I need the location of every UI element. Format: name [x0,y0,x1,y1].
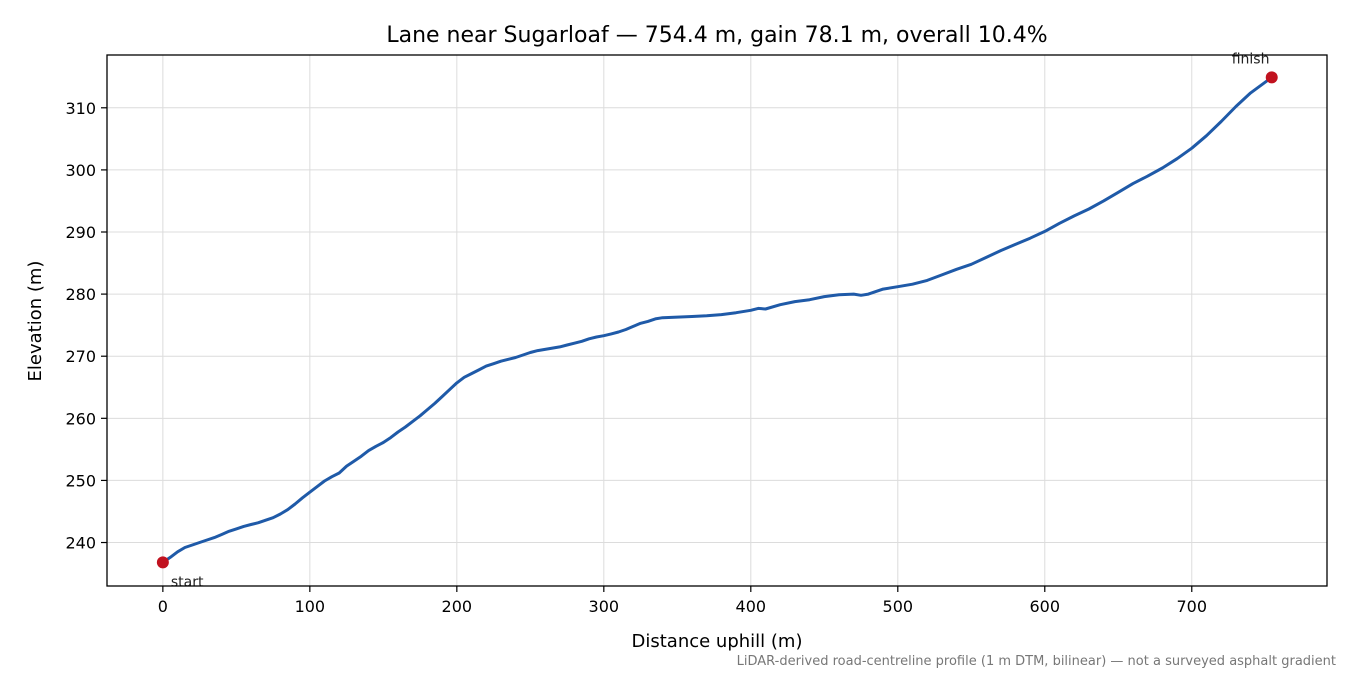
x-tick-label: 100 [295,597,326,616]
elevation-profile-line [161,75,1274,564]
finish-label: finish [1232,51,1270,67]
y-tick-label: 260 [65,409,96,428]
plot-frame [106,54,1328,587]
y-axis-ticks: 240 250 260 270 280 290 300 310 [65,99,107,553]
y-tick-label: 300 [65,161,96,180]
y-tick-label: 290 [65,223,96,242]
x-tick-label: 600 [1030,597,1061,616]
start-label: start [171,574,204,590]
x-tick-label: 0 [158,597,168,616]
y-tick-label: 240 [65,534,96,553]
finish-marker [1265,71,1278,84]
y-tick-label: 270 [65,347,96,366]
start-marker [156,556,169,569]
x-axis-label: Distance uphill (m) [632,631,803,652]
grid-lines [107,55,1327,586]
footnote: LiDAR-derived road-centreline profile (1… [737,654,1336,669]
y-axis-label: Elevation (m) [25,261,46,382]
endpoint-markers: start finish [156,51,1278,590]
x-tick-label: 700 [1176,597,1207,616]
x-tick-label: 500 [883,597,914,616]
x-axis-ticks: 0 100 200 300 400 500 600 700 [158,586,1207,616]
y-tick-label: 310 [65,99,96,118]
chart-title: Lane near Sugarloaf — 754.4 m, gain 78.1… [386,23,1047,48]
x-tick-label: 300 [589,597,620,616]
x-tick-label: 400 [736,597,767,616]
y-tick-label: 250 [65,471,96,490]
x-tick-label: 200 [442,597,473,616]
y-tick-label: 280 [65,285,96,304]
